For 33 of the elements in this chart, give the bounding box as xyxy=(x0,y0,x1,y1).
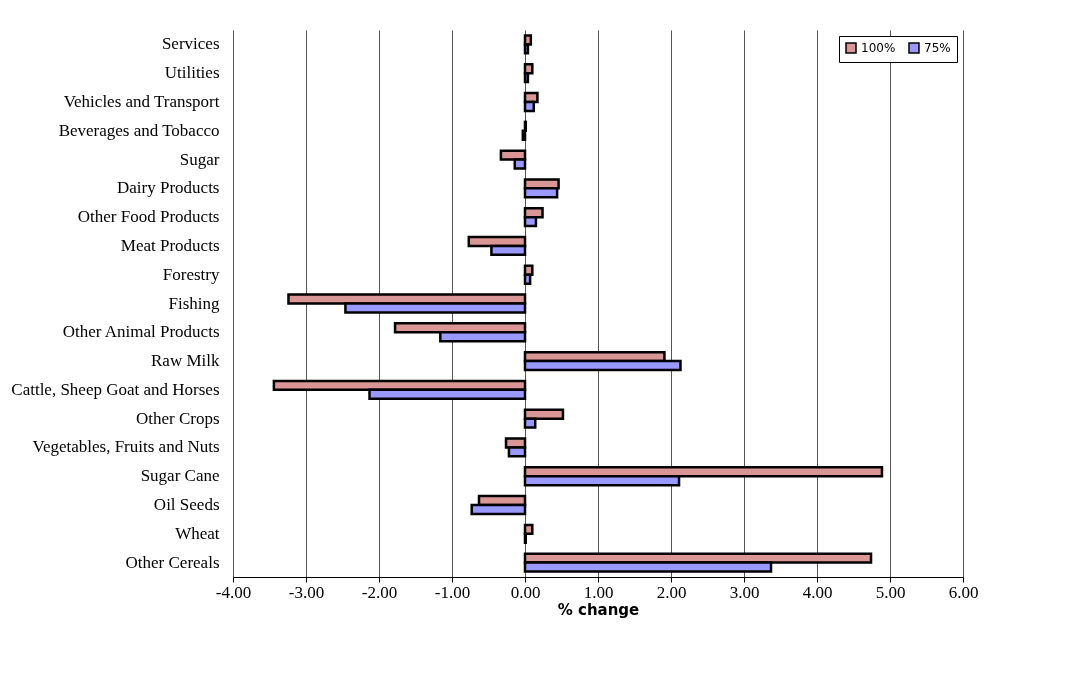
x-tick-label: -2.00 xyxy=(361,582,398,602)
x-tick-label: 5.00 xyxy=(875,582,906,602)
y-tick-label: Vegetables, Fruits and Nuts xyxy=(32,437,220,457)
legend-label: 75% xyxy=(924,41,951,55)
x-tick-label: -1.00 xyxy=(434,582,471,602)
y-tick-label: Sugar Cane xyxy=(140,466,220,486)
y-tick-label: Vehicles and Transport xyxy=(63,91,220,111)
x-tick-label: 1.00 xyxy=(583,582,614,602)
y-tick-label: Beverages and Tobacco xyxy=(58,120,220,140)
x-tick-label: 0.00 xyxy=(510,582,541,602)
x-tick-label: -4.00 xyxy=(215,582,252,602)
x-axis-title: % change xyxy=(557,600,640,619)
y-tick-label: Dairy Products xyxy=(117,178,220,198)
x-tick-label: 4.00 xyxy=(802,582,833,602)
y-tick-label: Services xyxy=(161,34,220,54)
y-tick-label: Oil Seeds xyxy=(153,495,220,515)
legend-label: 100% xyxy=(861,41,896,55)
y-tick-label: Fishing xyxy=(168,293,220,313)
y-tick-label: Utilities xyxy=(164,63,220,83)
y-tick-label: Forestry xyxy=(162,264,220,284)
y-tick-label: Cattle, Sheep Goat and Horses xyxy=(11,379,220,399)
y-tick-label: Sugar xyxy=(179,149,220,169)
y-tick-label: Meat Products xyxy=(120,235,220,255)
y-tick-label: Other Animal Products xyxy=(62,322,220,342)
y-tick-label: Other Food Products xyxy=(77,207,220,227)
y-tick-label: Other Crops xyxy=(135,408,220,428)
y-tick-label: Wheat xyxy=(175,523,220,543)
x-tick-label: 6.00 xyxy=(948,582,979,602)
x-tick-label: 2.00 xyxy=(656,582,687,602)
x-tick-label: -3.00 xyxy=(288,582,325,602)
y-tick-label: Raw Milk xyxy=(151,351,220,371)
x-tick-label: 3.00 xyxy=(729,582,760,602)
y-tick-label: Other Cereals xyxy=(125,552,220,572)
